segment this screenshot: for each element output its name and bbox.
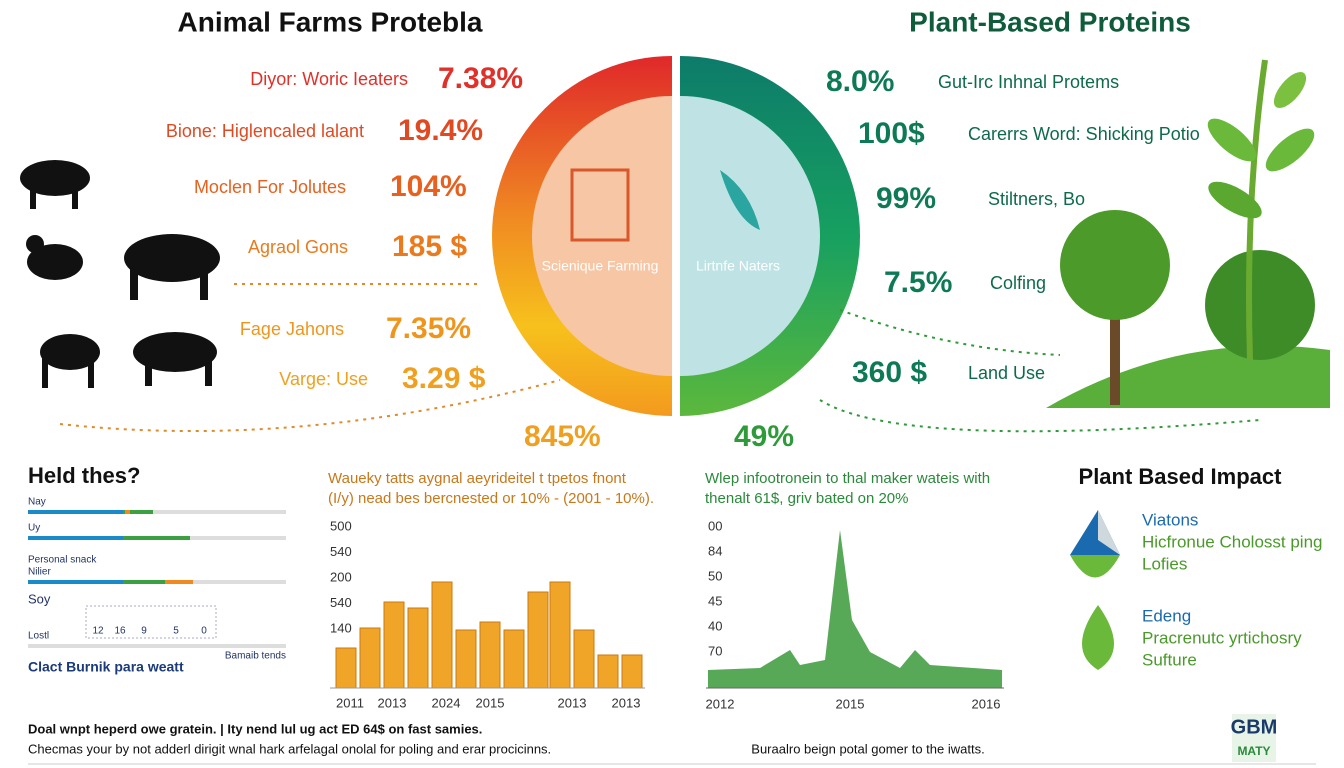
item-label: Diyor: Woric Ieaters: [250, 69, 408, 89]
impact-text: Edeng: [1142, 606, 1191, 625]
footer-line: Doal wnpt heperd owe gratein. | Ity nend…: [28, 721, 482, 736]
caption: thenalt 61$, griv bated on 20%: [705, 490, 908, 507]
item-label: Moclen For Jolutes: [194, 177, 346, 197]
caption: Wlep infootronein to thal maker wateis w…: [705, 470, 990, 487]
logo: MATY: [1237, 744, 1270, 758]
bar-fill: [123, 536, 190, 540]
bar-fill: [28, 510, 123, 514]
y-label: 500: [330, 518, 352, 533]
item-value: 185 $: [392, 230, 467, 263]
x-label: 2015: [476, 695, 505, 710]
right-total: 49%: [734, 420, 794, 453]
y-label: 84: [708, 543, 722, 558]
impact-text: Hicfronue Cholosst ping: [1142, 532, 1322, 551]
caption: (I/y) nead bes bercnested or 10% - (2001…: [328, 490, 654, 507]
right-title: Plant-Based Proteins: [909, 6, 1191, 37]
center-right: Lirtnfe Naters: [696, 258, 780, 274]
impact-icons: [1070, 510, 1120, 670]
number: 16: [114, 626, 126, 637]
item-value: 100$: [858, 117, 925, 150]
coin-stacks: [335, 581, 643, 689]
impact-text: Pracrenutc yrtichosry: [1142, 628, 1302, 647]
logo-box: [1232, 714, 1276, 762]
held-note: Bamaib tends: [225, 651, 286, 662]
y-label: 70: [708, 643, 722, 658]
bar-fill: [123, 580, 193, 584]
x-label: 2015: [836, 696, 865, 711]
connectors: [59, 283, 1261, 433]
held-title: Held thes?: [28, 463, 140, 488]
y-label: 40: [708, 618, 722, 633]
animal-silhouettes: [20, 160, 220, 388]
y-label: 200: [330, 569, 352, 584]
impact-title: Plant Based Impact: [1079, 464, 1283, 489]
bar-fill: [165, 580, 193, 584]
plant-illustration: [1046, 59, 1330, 408]
bar-track: [28, 644, 286, 648]
caption: Waueky tatts aygnal aeyrideitel t tpetos…: [328, 470, 627, 487]
x-label: 2016: [972, 696, 1001, 711]
bar-fill: [28, 536, 123, 540]
center-disc: [492, 56, 860, 416]
item-label: Fage Jahons: [240, 319, 344, 339]
item-value: 360 $: [852, 356, 927, 389]
bar-label: Uy: [28, 523, 40, 534]
item-label: Gut-Irc Inhnal Protems: [938, 72, 1119, 92]
y-label: 540: [330, 595, 352, 610]
x-label: 2013: [612, 695, 641, 710]
x-label: 2011: [336, 695, 364, 710]
item-value: 8.0%: [826, 65, 894, 98]
item-value: 104%: [390, 170, 467, 203]
number: 5: [173, 626, 179, 637]
x-label: 2013: [378, 695, 407, 710]
bar-track: [28, 510, 286, 514]
bar-fill: [125, 510, 130, 514]
y-label: 00: [708, 518, 722, 533]
y-label: 540: [330, 544, 352, 559]
center-left: Scienique Farming: [542, 258, 659, 274]
x-label: 2012: [706, 696, 735, 711]
bar-label: Lostl: [28, 631, 49, 642]
item-value: 3.29 $: [402, 362, 486, 395]
item-label: Colfing: [990, 273, 1046, 293]
item-value: 7.38%: [438, 62, 523, 95]
x-label: 2024: [432, 695, 461, 710]
item-label: Bione: Higlencaled lalant: [166, 121, 364, 141]
item-label: Agraol Gons: [248, 237, 348, 257]
item-value: 7.5%: [884, 266, 952, 299]
item-label: Stiltners, Bo: [988, 189, 1085, 209]
footer-center: Buraalro beign potal gomer to the iwatts…: [751, 741, 984, 756]
item-value: 7.35%: [386, 312, 471, 345]
bar-fill: [28, 580, 123, 584]
impact-text: Viatons: [1142, 510, 1198, 529]
number: 12: [92, 626, 104, 637]
bar-label: Nay: [28, 497, 46, 508]
y-label: 50: [708, 568, 722, 583]
bar-label: Nilier: [28, 567, 51, 578]
bar-fill: [123, 510, 153, 514]
line-area: [708, 530, 1002, 688]
number: 0: [201, 626, 207, 637]
y-label: 140: [330, 620, 352, 635]
item-label: Carerrs Word: Shicking Potio: [968, 124, 1200, 144]
number-box: [85, 605, 217, 639]
item-label: Varge: Use: [279, 369, 368, 389]
item-label: Land Use: [968, 363, 1045, 383]
bar-label: Soy: [28, 591, 51, 606]
impact-text: Sufture: [1142, 650, 1197, 669]
number: 9: [141, 626, 147, 637]
item-value: 99%: [876, 182, 936, 215]
logo: GBM: [1231, 716, 1278, 738]
left-title: Animal Farms Protebla: [178, 6, 483, 37]
x-label: 2013: [558, 695, 587, 710]
left-total: 845%: [524, 420, 601, 453]
impact-text: Lofies: [1142, 554, 1187, 573]
item-value: 19.4%: [398, 114, 483, 147]
bar-label: Personal snack: [28, 555, 97, 566]
y-label: 45: [708, 593, 722, 608]
footer-line: Checmas your by not adderl dirigit wnal …: [28, 741, 551, 756]
held-caption: Clact Burnik para weatt: [28, 659, 184, 675]
